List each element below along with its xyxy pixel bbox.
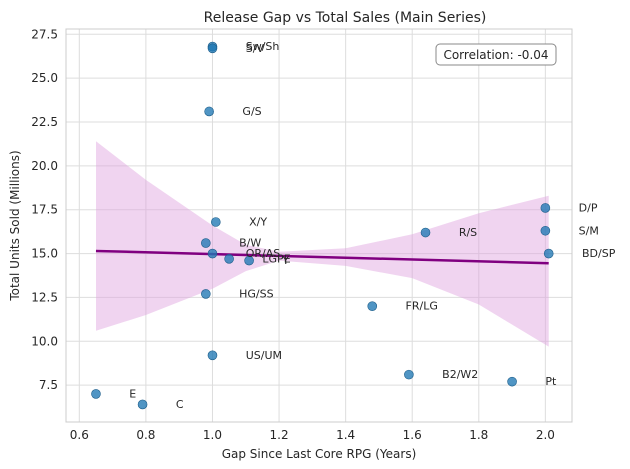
y-tick-label: 12.5 [31, 290, 58, 304]
data-point [507, 376, 517, 387]
data-point [207, 43, 218, 54]
confidence-band-layer [96, 141, 549, 347]
x-tick-label: 1.4 [336, 428, 355, 442]
data-point [540, 225, 551, 236]
x-tick-labels: 0.6 0.8 1.0 1.2 1.4 1.6 1.8 2.0 [70, 428, 555, 442]
y-tick-label: 25.0 [31, 71, 58, 85]
correlation-box [435, 43, 557, 66]
point-label: B/W [239, 237, 261, 250]
chart-title: Release Gap vs Total Sales (Main Series) [204, 10, 487, 26]
data-point [137, 399, 148, 410]
point-label: G/S [242, 105, 261, 118]
plot-area [66, 29, 572, 422]
y-tick-label: 22.5 [31, 115, 58, 129]
point-label: D/P [579, 201, 598, 214]
correlation-annotation: Correlation: -0.04 [435, 43, 557, 66]
point-labels-layer: Sw/ShS/V G/S D/P X/Y S/M R/S B/WOR/AS BD/SP LGPE… [129, 40, 615, 411]
point-label: S/M [579, 224, 599, 237]
point-label: B2/W2 [442, 368, 478, 381]
point-label: LGPE [262, 252, 290, 265]
y-tick-label: 7.5 [39, 378, 58, 392]
points-layer [91, 41, 554, 410]
data-point [224, 254, 234, 264]
point-label: Y [281, 254, 289, 267]
point-label: Sw/Sh [246, 40, 280, 53]
data-point [207, 350, 218, 361]
point-label: Pt [545, 375, 557, 388]
data-point [204, 106, 214, 117]
correlation-text: Correlation: -0.04 [443, 48, 548, 62]
point-label: HG/SS [239, 287, 273, 300]
data-point [244, 255, 254, 266]
data-point [367, 301, 378, 312]
x-axis-label: Gap Since Last Core RPG (Years) [222, 447, 417, 461]
y-tick-label: 15.0 [31, 247, 58, 261]
y-gridlines [66, 33, 572, 386]
regression-line-layer [95, 249, 549, 265]
y-tick-label: 10.0 [31, 334, 58, 348]
data-point [201, 238, 211, 248]
y-tick-label: 20.0 [31, 159, 58, 173]
point-label: US/UM [246, 349, 282, 362]
point-label: C [176, 398, 184, 411]
x-tick-label: 1.8 [469, 428, 488, 442]
data-point [404, 369, 414, 380]
y-tick-label: 17.5 [31, 203, 58, 217]
point-label: BD/SP [582, 247, 616, 260]
data-point [543, 248, 554, 259]
x-tick-label: 0.8 [136, 428, 155, 442]
data-point [201, 289, 211, 299]
data-point [207, 248, 218, 259]
point-label: E [129, 387, 136, 400]
point-label: R/S [459, 226, 477, 239]
point-label: X/Y [249, 216, 267, 229]
point-label: FR/LG [406, 300, 438, 313]
regression-line [95, 249, 549, 265]
point-label: OR/AS [246, 247, 281, 260]
confidence-band [96, 141, 549, 347]
plot-frame [65, 28, 573, 423]
x-tick-label: 0.6 [70, 428, 89, 442]
y-tick-label: 27.5 [31, 27, 58, 41]
data-point [420, 227, 431, 238]
data-point [540, 203, 551, 213]
x-tick-label: 1.6 [403, 428, 422, 442]
point-label: S/V [246, 42, 265, 55]
data-point [211, 217, 221, 227]
x-tick-label: 1.0 [203, 428, 222, 442]
y-axis-label: Total Units Sold (Millions) [8, 150, 22, 301]
x-tick-label: 1.2 [270, 428, 289, 442]
x-gridlines [78, 29, 546, 422]
y-tick-labels: 7.5 10.0 12.5 15.0 17.5 20.0 22.5 25.0 27.5 [31, 27, 58, 392]
data-point [91, 389, 101, 399]
x-tick-label: 2.0 [536, 428, 555, 442]
